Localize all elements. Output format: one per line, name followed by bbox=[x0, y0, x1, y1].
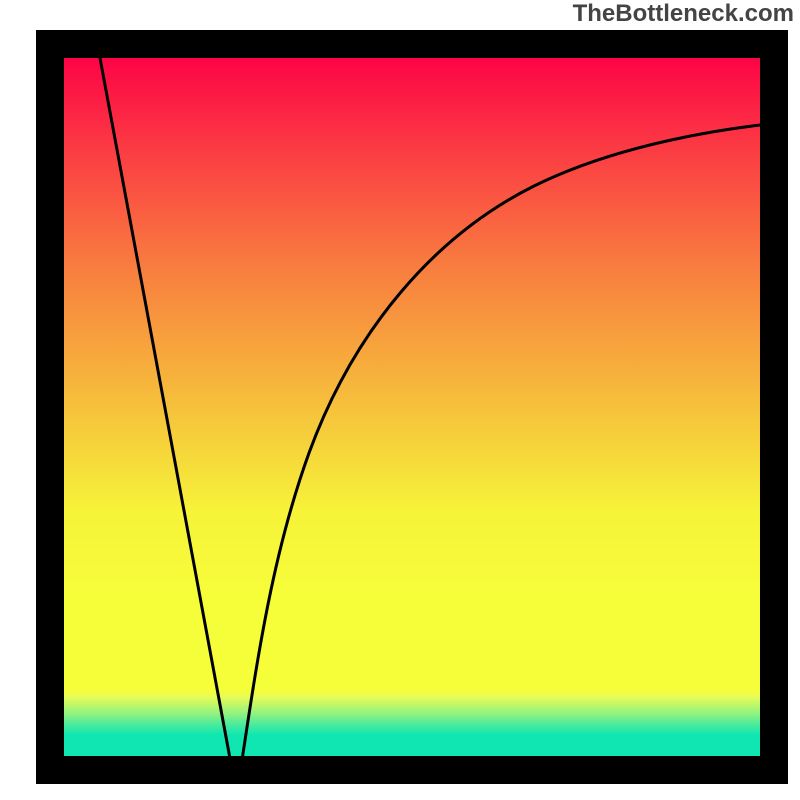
watermark-wrap: TheBottleneck.com bbox=[0, 0, 800, 28]
chart-background bbox=[64, 58, 760, 756]
watermark-text: TheBottleneck.com bbox=[573, 0, 794, 27]
chart-container: TheBottleneck.com bbox=[0, 0, 800, 800]
bottleneck-chart bbox=[0, 0, 800, 800]
